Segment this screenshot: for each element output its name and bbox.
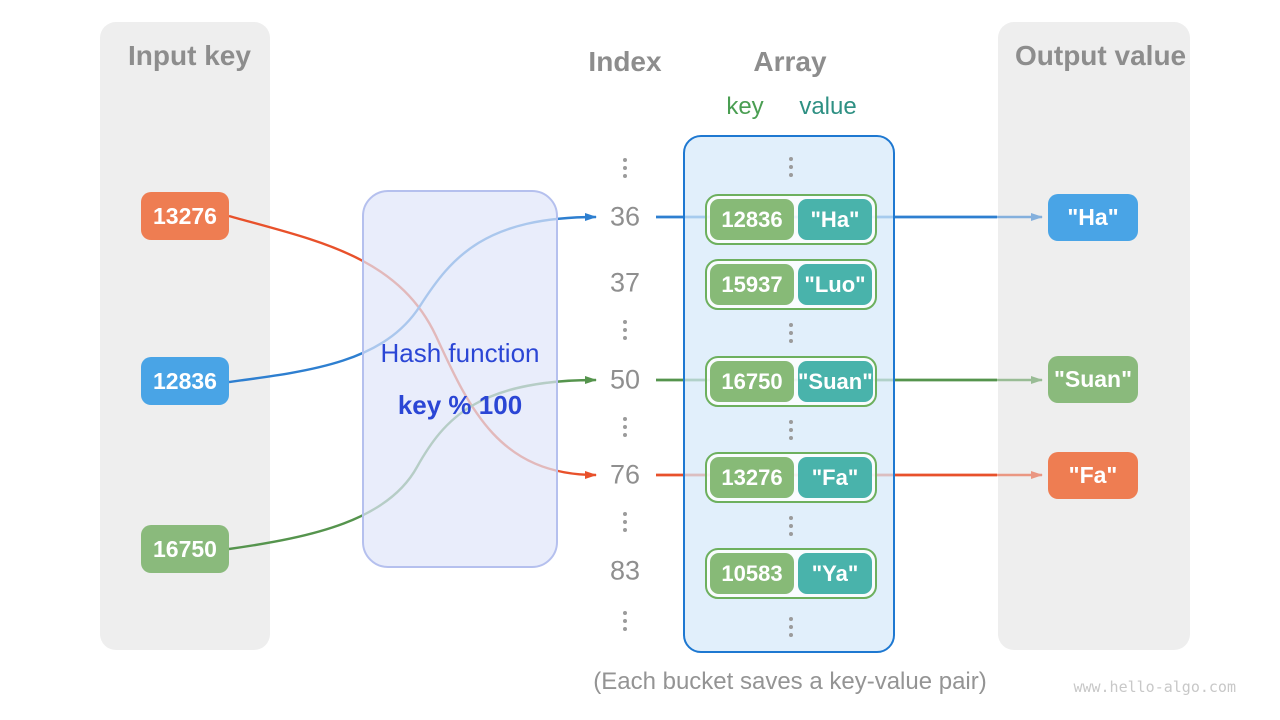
bucket-value: "Suan" xyxy=(798,361,873,402)
array-value-label: value xyxy=(799,93,857,120)
diagram-caption: (Each bucket saves a key-value pair) xyxy=(593,668,987,695)
array-key-label: key xyxy=(726,93,764,120)
bucket-row: 10583 "Ya" xyxy=(705,548,877,599)
array-ellipsis xyxy=(789,516,793,536)
watermark: www.hello-algo.com xyxy=(1073,678,1236,696)
index-ellipsis xyxy=(623,512,627,532)
input-key-title: Input key xyxy=(128,40,251,71)
bucket-row: 15937 "Luo" xyxy=(705,259,877,310)
bucket-row: 12836 "Ha" xyxy=(705,194,877,245)
array-ellipsis xyxy=(789,323,793,343)
bucket-value: "Fa" xyxy=(798,457,872,498)
input-key-12836: 12836 xyxy=(141,357,229,405)
index-ellipsis xyxy=(623,417,627,437)
bucket-row: 13276 "Fa" xyxy=(705,452,877,503)
index-76: 76 xyxy=(609,459,641,490)
bucket-key: 12836 xyxy=(710,199,794,240)
bucket-key: 13276 xyxy=(710,457,794,498)
index-50: 50 xyxy=(609,364,641,395)
hash-function-formula: key % 100 xyxy=(397,389,523,420)
array-column-title: Array xyxy=(753,46,827,77)
input-key-16750: 16750 xyxy=(141,525,229,573)
output-value-panel: Output value xyxy=(998,22,1190,650)
array-container: 12836 "Ha" 15937 "Luo" 16750 "Suan" 1327… xyxy=(683,135,895,653)
input-key-13276: 13276 xyxy=(141,192,229,240)
bucket-value: "Ha" xyxy=(798,199,872,240)
bucket-key: 10583 xyxy=(710,553,794,594)
output-value-fa: "Fa" xyxy=(1048,452,1138,499)
output-value-title: Output value xyxy=(1015,40,1187,71)
hash-function-title: Hash function xyxy=(380,337,540,368)
bucket-key: 15937 xyxy=(710,264,794,305)
bucket-row: 16750 "Suan" xyxy=(705,356,877,407)
bucket-value: "Luo" xyxy=(798,264,872,305)
array-ellipsis xyxy=(789,420,793,440)
index-ellipsis xyxy=(623,611,627,631)
bucket-value: "Ya" xyxy=(798,553,872,594)
index-ellipsis xyxy=(623,320,627,340)
index-column-title: Index xyxy=(588,46,662,77)
array-ellipsis xyxy=(789,617,793,637)
array-ellipsis xyxy=(789,157,793,177)
index-ellipsis xyxy=(623,158,627,178)
output-value-ha: "Ha" xyxy=(1048,194,1138,241)
bucket-key: 16750 xyxy=(710,361,794,402)
output-value-suan: "Suan" xyxy=(1048,356,1138,403)
index-83: 83 xyxy=(609,555,641,586)
index-36: 36 xyxy=(609,201,641,232)
hash-function-box: Hash function key % 100 xyxy=(362,190,558,568)
index-37: 37 xyxy=(609,267,641,298)
